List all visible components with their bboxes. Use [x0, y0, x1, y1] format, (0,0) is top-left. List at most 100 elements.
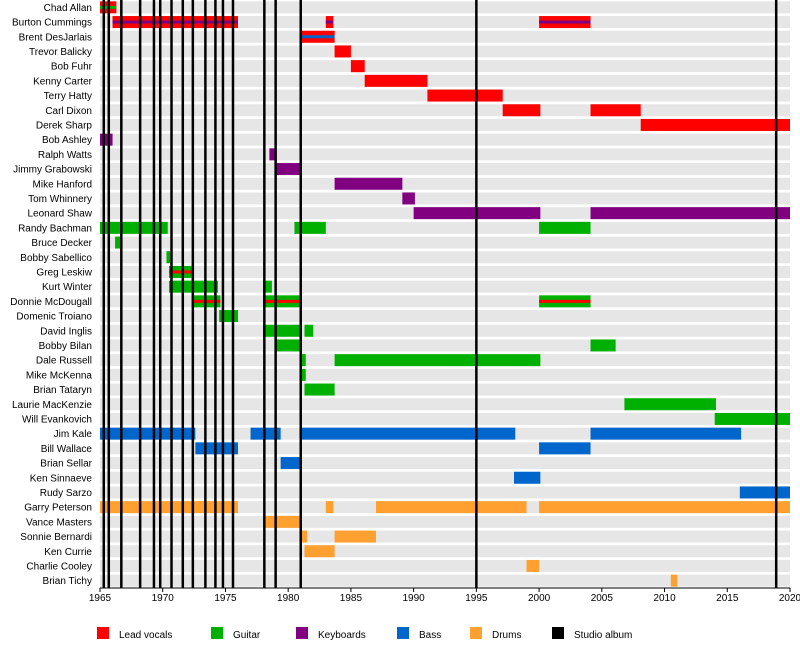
legend-swatch-guitar [211, 627, 223, 639]
row-band [100, 60, 790, 73]
bar-sonnie-bernardi-2 [334, 530, 376, 543]
x-tick-label-1990: 1990 [403, 593, 426, 604]
member-label-burton-cummings: Burton Cummings [12, 18, 92, 29]
row-band [100, 398, 790, 411]
row-band [100, 192, 790, 205]
x-tick-label-1980: 1980 [277, 593, 300, 604]
member-label-sonnie-bernardi: Sonnie Bernardi [20, 532, 92, 543]
member-label-donnie-mcdougall: Donnie McDougall [10, 297, 92, 308]
member-labels: Chad Allan Burton Cummings Brent DesJarlai… [10, 3, 92, 587]
bar-bobby-sabellico-1 [166, 251, 171, 264]
x-tick-label-2020: 2020 [779, 593, 800, 604]
bar-terry-hatty-1 [427, 89, 503, 102]
row-band [100, 545, 790, 558]
legend-label-studio-album: Studio album [574, 630, 632, 641]
member-label-trevor-balicky: Trevor Balicky [29, 47, 92, 58]
member-label-bruce-decker: Bruce Decker [31, 238, 92, 249]
row-band [100, 324, 790, 337]
x-tick-label-2005: 2005 [591, 593, 614, 604]
member-label-greg-leskiw: Greg Leskiw [36, 267, 92, 278]
bar-tom-whinnery-1 [402, 192, 415, 205]
bar-randy-bachman-1 [100, 221, 168, 234]
bar-ken-currie-1 [304, 545, 335, 558]
member-label-brian-sellar: Brian Sellar [40, 459, 92, 470]
legend-label-lead-vocals: Lead vocals [119, 630, 172, 641]
bar-bob-fuhr-1 [350, 60, 365, 73]
row-band [100, 133, 790, 146]
legend-label-drums: Drums [492, 630, 521, 641]
x-tick-label-1995: 1995 [465, 593, 488, 604]
bar-brian-sellar-1 [280, 457, 301, 470]
bar-bill-wallace-2 [539, 442, 591, 455]
row-band [100, 280, 790, 293]
row-band [100, 236, 790, 249]
bar-garry-peterson-2 [325, 501, 334, 514]
bar-rudy-sarzo-1 [739, 486, 790, 499]
bar-brian-tichy-1 [670, 574, 678, 587]
bar-derek-sharp-1 [640, 118, 790, 131]
row-band [100, 412, 790, 425]
member-label-dale-russell: Dale Russell [36, 356, 92, 367]
row-band [100, 177, 790, 190]
row-band [100, 339, 790, 352]
bar-carl-dixon-2 [590, 104, 641, 117]
row-band [100, 559, 790, 572]
member-label-randy-bachman: Randy Bachman [18, 223, 92, 234]
bar-brian-tataryn-1 [304, 383, 335, 396]
x-tick-label-1970: 1970 [152, 593, 175, 604]
member-label-ralph-watts: Ralph Watts [38, 150, 92, 161]
bar-carl-dixon-1 [502, 104, 541, 117]
member-label-leonard-shaw: Leonard Shaw [28, 209, 93, 220]
bar-mike-hanford-1 [334, 177, 403, 190]
x-tick-label-1965: 1965 [89, 593, 112, 604]
member-label-bill-wallace: Bill Wallace [41, 444, 93, 455]
bar-charlie-cooley-1 [526, 559, 540, 572]
member-label-bob-ashley: Bob Ashley [42, 135, 92, 146]
row-band [100, 45, 790, 58]
member-label-jimmy-grabowski: Jimmy Grabowski [13, 165, 92, 176]
row-band [100, 530, 790, 543]
member-label-terry-hatty: Terry Hatty [44, 91, 92, 102]
row-band [100, 16, 790, 29]
row-band [100, 265, 790, 278]
bar-david-inglis-2 [304, 324, 314, 337]
bar-david-inglis-1 [263, 324, 301, 337]
row-band [100, 163, 790, 176]
legend-swatch-keyboards [296, 627, 308, 639]
member-label-bob-fuhr: Bob Fuhr [51, 62, 93, 73]
member-label-charlie-cooley: Charlie Cooley [26, 561, 92, 572]
bar-garry-peterson-4 [539, 501, 790, 514]
row-band [100, 457, 790, 470]
legend: Lead vocals Guitar Keyboards Bass Drums Studi… [97, 627, 632, 641]
member-label-vance-masters: Vance Masters [26, 517, 92, 528]
bar-bill-wallace-1 [195, 442, 238, 455]
bar-jim-kale-1 [100, 427, 196, 440]
row-bands [100, 1, 790, 587]
x-tick-label-2015: 2015 [716, 593, 739, 604]
bar-stripe-burton-cummings-3 [539, 20, 591, 24]
row-band [100, 442, 790, 455]
bar-kenny-carter-1 [364, 74, 428, 87]
row-band [100, 221, 790, 234]
member-label-domenic-troiano: Domenic Troiano [16, 312, 92, 323]
legend-swatch-bass [397, 627, 409, 639]
bar-stripe-donnie-mcdougall-3 [539, 299, 591, 303]
bar-stripe-burton-cummings-1 [112, 20, 238, 24]
bar-stripe-brent-desjarlais-1 [300, 35, 335, 39]
row-band [100, 104, 790, 117]
bar-stripe-greg-leskiw-1 [169, 270, 192, 274]
legend-swatch-drums [470, 627, 482, 639]
bar-stripe-burton-cummings-2 [325, 20, 334, 24]
member-label-carl-dixon: Carl Dixon [45, 106, 92, 117]
row-band [100, 486, 790, 499]
member-label-garry-peterson: Garry Peterson [24, 503, 92, 514]
row-band [100, 74, 790, 87]
member-label-david-inglis: David Inglis [40, 326, 92, 337]
row-band [100, 310, 790, 323]
bar-jim-kale-4 [590, 427, 742, 440]
member-label-tom-whinnery: Tom Whinnery [28, 194, 92, 205]
x-tick-label-2010: 2010 [653, 593, 676, 604]
legend-label-bass: Bass [419, 630, 441, 641]
member-label-bobby-sabellico: Bobby Sabellico [20, 253, 92, 264]
